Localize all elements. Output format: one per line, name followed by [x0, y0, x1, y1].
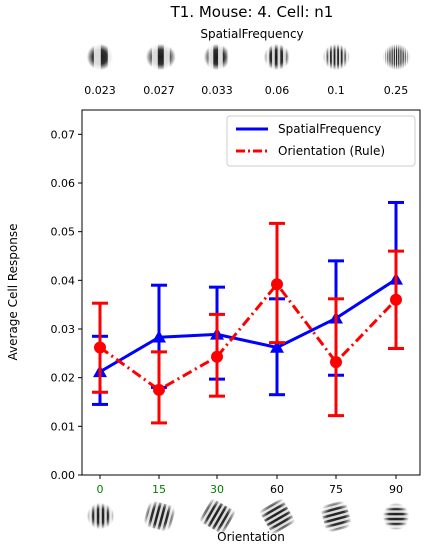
- grating-icon: [198, 497, 236, 535]
- data-point: [211, 350, 223, 363]
- grating-icon: [319, 499, 353, 534]
- top-tick-label: 0.027: [143, 84, 175, 97]
- series-layer: [92, 200, 404, 425]
- grating-icon: [86, 43, 114, 71]
- chart-title: T1. Mouse: 4. Cell: n1: [170, 3, 334, 21]
- grating-icon: [263, 43, 291, 71]
- grating-icon: [382, 43, 411, 71]
- series-line: [99, 278, 397, 374]
- y-axis-label: Average Cell Response: [6, 224, 20, 361]
- top-axis-label: SpatialFrequency: [200, 27, 303, 41]
- orientation-grating-icons: [86, 497, 410, 535]
- top-tick-label: 0.023: [84, 84, 116, 97]
- legend-label-spatialfrequency: SpatialFrequency: [278, 122, 381, 136]
- top-tick-label: 0.033: [201, 84, 233, 97]
- top-tick-label: 0.06: [265, 84, 290, 97]
- x-tick-label: 75: [329, 483, 343, 496]
- top-tick-label: 0.25: [384, 84, 409, 97]
- grating-icon: [86, 502, 115, 530]
- spatial-frequency-grating-icons: [86, 43, 411, 71]
- y-tick-label: 0.03: [51, 323, 76, 336]
- grating-icon: [258, 497, 296, 535]
- plot-frame: [81, 109, 421, 476]
- y-tick-label: 0.00: [51, 469, 76, 482]
- grating-icon: [382, 502, 410, 531]
- y-tick-label: 0.06: [51, 177, 76, 190]
- data-point: [153, 383, 165, 396]
- top-tick-label: 0.1: [327, 84, 345, 97]
- series-orientation: [92, 221, 404, 425]
- y-axis: 0.00 0.01 0.02 0.03 0.04 0.05 0.06 0.07: [51, 128, 82, 482]
- data-point: [152, 330, 166, 343]
- legend-box: [226, 115, 416, 167]
- y-tick-label: 0.01: [51, 420, 76, 433]
- data-point: [390, 293, 402, 306]
- x-axis-label: Orientation: [217, 530, 285, 544]
- x-tick-label: 30: [210, 483, 224, 496]
- x-tick-label: 90: [389, 483, 403, 496]
- series-line: [99, 282, 398, 392]
- data-point: [94, 341, 106, 354]
- grating-icon: [203, 43, 231, 71]
- x-tick-label: 15: [152, 483, 166, 496]
- y-tick-label: 0.07: [51, 128, 76, 141]
- legend-label-orientation: Orientation (Rule): [278, 144, 385, 158]
- top-tick-labels: 0.023 0.027 0.033 0.06 0.1 0.25: [84, 84, 408, 97]
- grating-icon: [145, 43, 176, 71]
- y-tick-label: 0.05: [51, 226, 76, 239]
- x-tick-label: 0: [97, 483, 104, 496]
- legend: SpatialFrequency Orientation (Rule): [226, 115, 416, 167]
- grating-icon: [322, 43, 350, 71]
- y-tick-label: 0.02: [51, 372, 76, 385]
- x-tick-label: 60: [270, 483, 284, 496]
- data-point: [330, 356, 342, 369]
- y-tick-label: 0.04: [51, 274, 76, 287]
- x-axis: 0 15 30 60 75 90: [97, 475, 403, 496]
- grating-icon: [142, 499, 177, 533]
- data-point: [271, 278, 283, 291]
- data-point: [270, 340, 284, 353]
